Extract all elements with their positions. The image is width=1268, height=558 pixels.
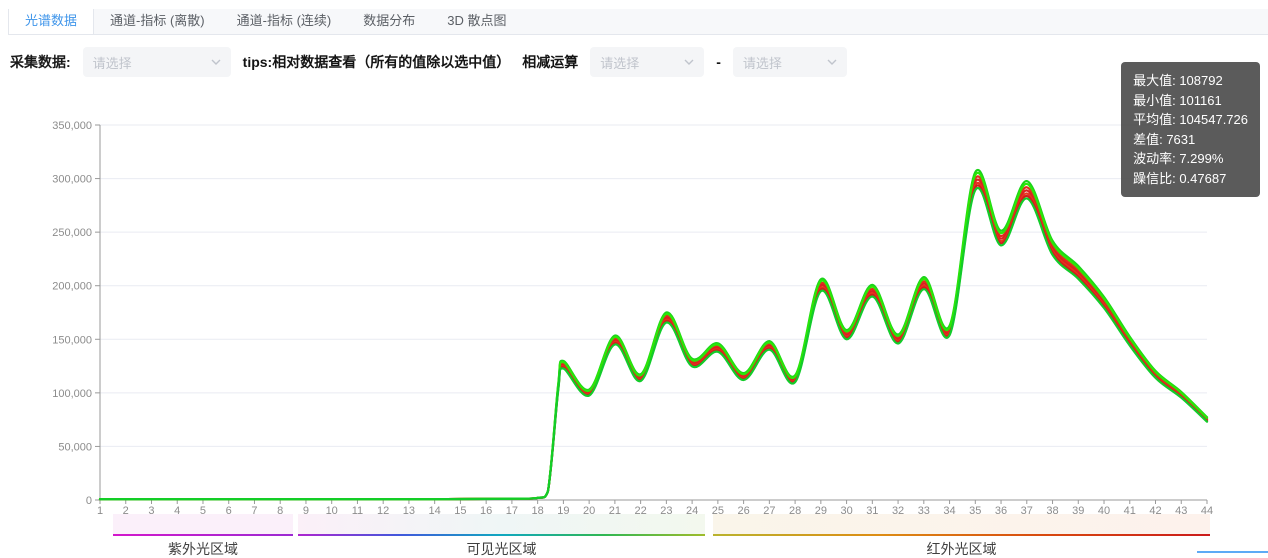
svg-text:9: 9 <box>303 505 309 517</box>
collect-data-select[interactable]: 请选择 <box>82 47 231 77</box>
svg-text:6: 6 <box>226 505 232 517</box>
svg-text:100,000: 100,000 <box>52 388 92 400</box>
stat-volatility: 波动率: 7.299% <box>1133 151 1224 166</box>
region-band-color-line <box>113 534 293 536</box>
svg-text:200,000: 200,000 <box>52 281 92 293</box>
collect-data-label: 采集数据: <box>10 54 71 70</box>
stat-mean: 平均值: 104547.726 <box>1133 112 1248 127</box>
region-band-visible: 可见光区域 <box>298 514 705 557</box>
series-lines <box>98 168 1209 501</box>
tab-bar: 光谱数据 通道-指标 (离散) 通道-指标 (连续) 数据分布 3D 散点图 <box>8 9 1268 35</box>
svg-text:0: 0 <box>86 495 92 507</box>
svg-text:2: 2 <box>123 505 129 517</box>
controls-row: 采集数据: 请选择 tips:相对数据查看（所有的值除以选中值） 相减运算 请选… <box>10 46 847 78</box>
select-placeholder: 请选择 <box>600 55 640 71</box>
stat-value: 104547.726 <box>1179 112 1248 127</box>
region-band-infrared: 红外光区域 <box>713 514 1210 557</box>
region-label-infrared: 红外光区域 <box>926 541 997 557</box>
stat-max: 最大值: 108792 <box>1133 73 1223 88</box>
svg-text:8: 8 <box>277 505 283 517</box>
svg-text:5: 5 <box>200 505 206 517</box>
minus-separator: - <box>716 54 721 70</box>
stats-panel: 最大值: 108792 最小值: 101161 平均值: 104547.726 … <box>1121 62 1260 197</box>
select-placeholder: 请选择 <box>92 55 132 71</box>
axes <box>99 125 1207 501</box>
stat-value: 7631 <box>1166 131 1196 147</box>
svg-text:150,000: 150,000 <box>52 334 92 346</box>
tab-3d-scatter[interactable]: 3D 散点图 <box>447 13 507 28</box>
svg-text:1: 1 <box>97 505 103 517</box>
svg-text:7: 7 <box>251 505 257 517</box>
svg-text:300,000: 300,000 <box>52 174 92 186</box>
series-line-green-bottom <box>98 186 1209 501</box>
stat-min: 最小值: 101161 <box>1133 92 1222 108</box>
stat-value: 101161 <box>1179 92 1222 108</box>
tips-label: tips:相对数据查看（所有的值除以选中值） <box>242 54 511 70</box>
region-band-color-line <box>713 534 1210 536</box>
tab-channel-continuous[interactable]: 通道-指标 (连续) <box>236 13 332 28</box>
subtract-minuend-select[interactable]: 请选择 <box>590 47 705 77</box>
region-band-ultraviolet: 紫外光区域 <box>113 514 293 557</box>
svg-text:50,000: 50,000 <box>58 441 92 453</box>
y-gridlines <box>95 124 1207 501</box>
chevron-down-icon <box>211 59 221 65</box>
stat-difference: 差值: 7631 <box>1133 131 1196 147</box>
region-band-background <box>113 514 293 534</box>
stat-value: 0.47687 <box>1179 170 1227 186</box>
region-label-ultraviolet: 紫外光区域 <box>168 541 238 557</box>
svg-text:11: 11 <box>352 505 363 517</box>
bottom-accent-line <box>1197 551 1268 553</box>
svg-text:3: 3 <box>148 505 154 517</box>
tab-channel-discrete[interactable]: 通道-指标 (离散) <box>110 13 205 28</box>
stat-value: 108792 <box>1179 73 1223 88</box>
region-band-background <box>298 514 705 534</box>
stat-value: 7.299% <box>1179 151 1224 166</box>
chevron-down-icon <box>684 59 694 65</box>
svg-text:250,000: 250,000 <box>52 227 92 239</box>
region-label-visible: 可见光区域 <box>466 541 537 557</box>
select-placeholder: 请选择 <box>742 55 782 71</box>
subtract-subtrahend-select[interactable]: 请选择 <box>732 47 847 77</box>
y-tick-labels: 0 50,000 100,000 150,000 200,000 250,000 300,0… <box>52 120 92 507</box>
subtract-operation-label: 相减运算 <box>522 54 579 70</box>
svg-text:4: 4 <box>174 505 180 517</box>
region-band-color-line <box>298 534 705 536</box>
svg-text:350,000: 350,000 <box>52 120 92 132</box>
chevron-down-icon <box>827 59 837 65</box>
region-band-background <box>713 514 1210 534</box>
tab-spectral-data[interactable]: 光谱数据 <box>8 9 95 34</box>
stat-noise-signal-ratio: 躁信比: 0.47687 <box>1133 170 1227 186</box>
tab-data-distribution[interactable]: 数据分布 <box>363 13 416 28</box>
